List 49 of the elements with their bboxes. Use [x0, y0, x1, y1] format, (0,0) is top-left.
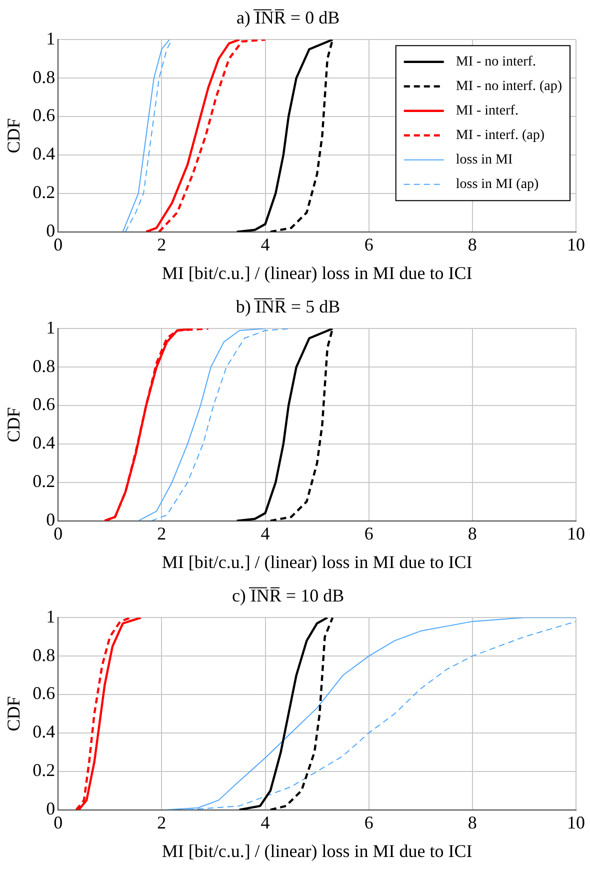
y-tick-label: 0 — [46, 798, 56, 819]
x-tick-label: 2 — [157, 234, 166, 254]
x-tick-label: 2 — [157, 523, 166, 544]
x-tick-label: 10 — [567, 523, 585, 544]
chart-title: a) I̅N̅R̅ = 0 dB — [236, 8, 340, 28]
x-tick-label: 4 — [260, 812, 270, 832]
legend-label: MI - interf. — [456, 104, 518, 119]
x-tick-label: 6 — [364, 812, 374, 832]
y-tick-label: 0.4 — [32, 432, 56, 453]
legend-label: loss in MI — [456, 152, 513, 168]
legend-label: MI - no interf. (ap) — [456, 79, 562, 94]
y-tick-label: 0.8 — [32, 66, 56, 87]
y-tick-label: 0.8 — [32, 644, 56, 665]
y-tick-label: 0.4 — [32, 144, 56, 164]
legend-label: MI - no interf. — [456, 54, 536, 70]
x-tick-label: 4 — [260, 234, 270, 254]
y-tick-label: 0.4 — [32, 722, 56, 742]
x-axis-title: MI [bit/c.u.] / (linear) loss in MI due to ICI — [162, 840, 472, 861]
y-tick-label: 0 — [46, 510, 56, 530]
x-tick-label: 2 — [157, 812, 166, 832]
x-tick-label: 8 — [468, 812, 477, 832]
line-series — [269, 618, 334, 810]
y-tick-label: 0 — [46, 220, 56, 241]
x-tick-label: 10 — [567, 812, 585, 832]
y-tick-label: 1 — [46, 28, 56, 48]
legend-label: loss in MI (ap) — [456, 177, 540, 192]
y-tick-label: 1 — [46, 317, 56, 338]
x-tick-label: 4 — [260, 523, 270, 544]
x-tick-label: 6 — [364, 523, 374, 544]
x-tick-label: 8 — [468, 523, 477, 544]
y-tick-label: 0.6 — [32, 105, 56, 126]
y-tick-label: 0.2 — [32, 471, 56, 492]
chart-title: c) I̅N̅R̅ = 10 dB — [232, 586, 344, 606]
y-axis-title: CDF — [4, 407, 24, 442]
y-tick-label: 0.2 — [32, 760, 56, 780]
x-tick-label: 6 — [364, 234, 374, 254]
y-axis-title: CDF — [4, 696, 24, 732]
x-tick-label: 8 — [468, 234, 477, 254]
x-axis-title: MI [bit/c.u.] / (linear) loss in MI due to ICI — [162, 552, 472, 572]
y-tick-label: 1 — [46, 606, 56, 626]
y-tick-label: 0.2 — [32, 182, 56, 202]
y-tick-label: 0.6 — [32, 394, 56, 414]
y-tick-label: 0.8 — [32, 356, 56, 376]
x-axis-title: MI [bit/c.u.] / (linear) loss in MI due to ICI — [162, 262, 472, 283]
y-tick-label: 0.6 — [32, 683, 56, 704]
y-axis-title: CDF — [4, 118, 24, 154]
chart-title: b) I̅N̅R̅ = 5 dB — [236, 296, 340, 317]
legend-label: MI - interf. (ap) — [456, 128, 545, 144]
x-tick-label: 10 — [567, 234, 585, 254]
